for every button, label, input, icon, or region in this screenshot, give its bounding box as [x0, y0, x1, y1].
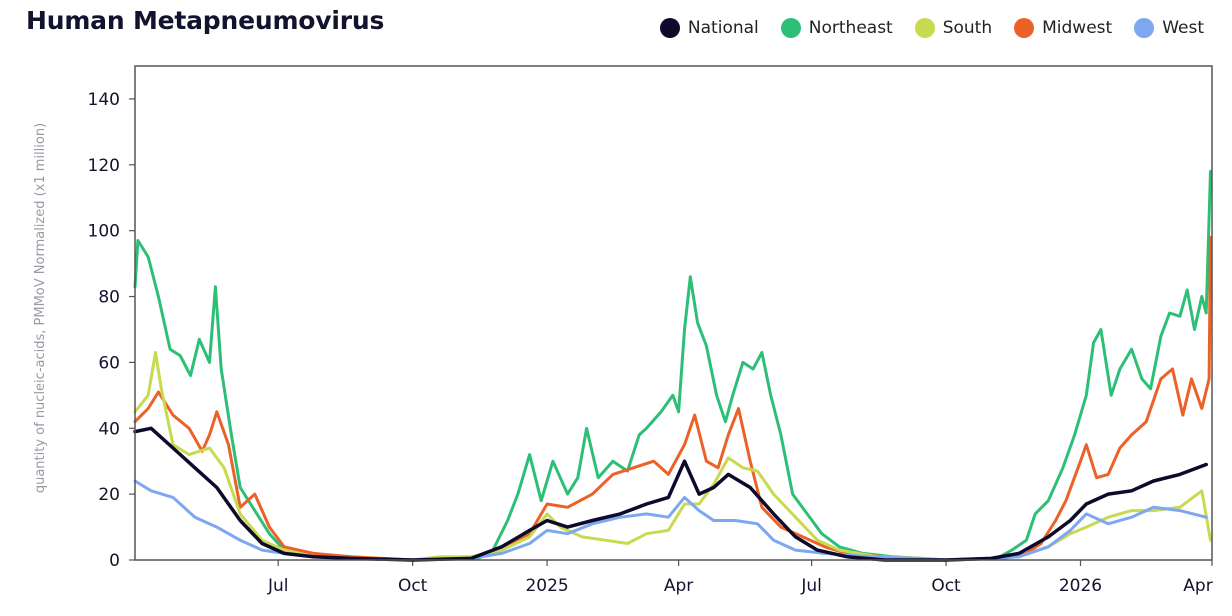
plot-frame — [134, 65, 1213, 561]
x-axis-ticks: Jul Oct 2025 Apr Jul Oct 2026 Apr — [267, 560, 1213, 596]
y-axis-label: quantity of nucleic-acids, PMMoV Normali… — [33, 123, 48, 493]
x-tick-label: Jul — [267, 576, 289, 596]
legend-swatch-national — [659, 18, 680, 38]
y-tick-label: 40 — [98, 419, 120, 439]
x-tick-label: Oct — [931, 576, 961, 596]
legend-item-south[interactable]: South — [914, 18, 993, 38]
series-line-west — [133, 479, 1208, 562]
x-tick-label: 2026 — [1059, 576, 1102, 596]
legend-item-northeast[interactable]: Northeast — [780, 18, 893, 38]
series-line-national — [133, 426, 1208, 562]
series-lines — [133, 169, 1212, 562]
legend-label-west: West — [1162, 18, 1204, 38]
y-tick-label: 60 — [98, 353, 120, 373]
series-line-midwest — [133, 235, 1212, 562]
x-tick-label: Apr — [1183, 576, 1212, 596]
legend-label-midwest: Midwest — [1042, 18, 1113, 38]
y-tick-label: 140 — [88, 90, 120, 110]
legend-label-national: National — [687, 18, 759, 38]
y-tick-label: 100 — [88, 222, 120, 242]
series-line-northeast — [133, 169, 1212, 562]
y-tick-label: 20 — [98, 485, 120, 505]
chart-title: Human Metapneumovirus — [26, 6, 385, 35]
legend-label-south: South — [942, 18, 993, 38]
x-tick-label: 2025 — [525, 576, 568, 596]
y-tick-label: 120 — [88, 156, 120, 176]
legend-swatch-midwest — [1014, 18, 1035, 38]
x-tick-label: Oct — [398, 576, 428, 596]
y-tick-label: 0 — [109, 551, 120, 571]
legend-swatch-south — [914, 18, 935, 38]
legend-label-northeast: Northeast — [808, 18, 893, 38]
legend-item-west[interactable]: West — [1134, 18, 1204, 38]
legend-swatch-west — [1134, 18, 1155, 38]
x-tick-label: Apr — [664, 576, 693, 596]
legend: National Northeast South Midwest West — [638, 18, 1204, 38]
y-axis-label-group: quantity of nucleic-acids, PMMoV Normali… — [33, 123, 48, 493]
x-tick-label: Jul — [800, 576, 822, 596]
y-axis-ticks: 0 20 40 60 80 100 120 140 — [88, 90, 135, 571]
legend-item-midwest[interactable]: Midwest — [1014, 18, 1112, 38]
legend-swatch-northeast — [780, 18, 801, 38]
legend-item-national[interactable]: National — [659, 18, 759, 38]
y-tick-label: 80 — [98, 288, 120, 308]
